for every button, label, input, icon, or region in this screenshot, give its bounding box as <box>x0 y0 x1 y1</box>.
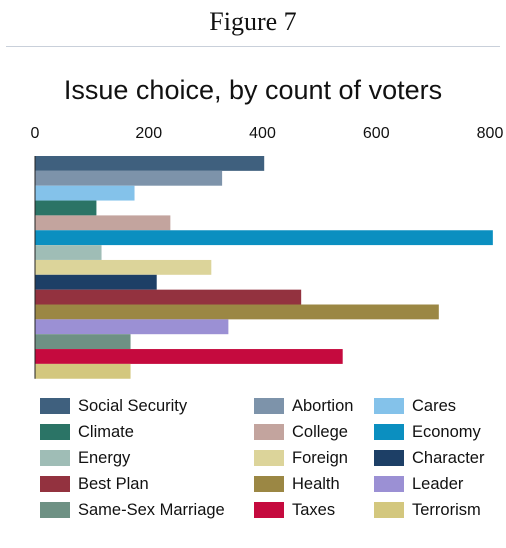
bar-health <box>35 304 439 320</box>
legend-swatch <box>40 476 70 492</box>
legend-item: Taxes <box>254 499 335 521</box>
legend-item: Character <box>374 447 484 469</box>
legend-label: Character <box>412 448 485 467</box>
legend-swatch <box>374 450 404 466</box>
legend-swatch <box>374 424 404 440</box>
legend-label: Climate <box>78 422 134 441</box>
bar-terrorism <box>35 363 131 379</box>
legend-swatch <box>40 424 70 440</box>
bar-climate <box>35 200 97 216</box>
legend-swatch <box>254 502 284 518</box>
legend-swatch <box>374 502 404 518</box>
legend-swatch <box>40 398 70 414</box>
x-tick-label: 800 <box>477 125 504 142</box>
bar-same-sex-marriage <box>35 334 131 350</box>
legend-swatch <box>254 450 284 466</box>
legend-item: Abortion <box>254 395 353 417</box>
legend-label: Foreign <box>292 448 348 467</box>
legend-swatch <box>374 476 404 492</box>
legend-swatch <box>254 424 284 440</box>
legend-label: Energy <box>78 448 131 467</box>
bar-leader <box>35 319 229 335</box>
legend-swatch <box>374 398 404 414</box>
legend-label: Taxes <box>292 500 336 519</box>
bar-social-security <box>35 156 265 171</box>
bar-foreign <box>35 259 212 275</box>
legend-item: Social Security <box>40 395 187 417</box>
legend-swatch <box>40 502 70 518</box>
legend-item: Terrorism <box>374 499 481 521</box>
legend-label: Social Security <box>78 396 188 415</box>
bar-college <box>35 215 171 231</box>
legend-label: Same-Sex Marriage <box>78 500 225 519</box>
bar-character <box>35 274 157 290</box>
bar-economy <box>35 230 493 246</box>
legend-swatch <box>40 450 70 466</box>
legend-label: College <box>292 422 348 441</box>
legend-label: Best Plan <box>78 474 149 493</box>
legend-label: Economy <box>412 422 481 441</box>
header-divider <box>6 46 500 47</box>
chart-title: Issue choice, by count of voters <box>63 75 443 105</box>
legend-item: Same-Sex Marriage <box>40 499 225 521</box>
legend-label: Health <box>292 474 340 493</box>
bar-best-plan <box>35 289 302 305</box>
bar-cares <box>35 185 135 201</box>
figure-label: Figure 7 <box>209 7 297 36</box>
legend-item: Leader <box>374 473 463 495</box>
legend-item: Economy <box>374 421 481 443</box>
legend-item: Energy <box>40 447 130 469</box>
legend-label: Abortion <box>292 396 354 415</box>
legend-item: College <box>254 421 348 443</box>
legend-item: Climate <box>40 421 134 443</box>
legend-label: Leader <box>412 474 464 493</box>
legend-swatch <box>254 476 284 492</box>
legend-label: Cares <box>412 396 457 415</box>
x-tick-label: 600 <box>363 125 390 142</box>
bar-energy <box>35 245 102 260</box>
x-tick-label: 0 <box>31 125 40 142</box>
bar-taxes <box>35 349 343 364</box>
bar-abortion <box>35 170 223 186</box>
x-tick-label: 400 <box>249 125 276 142</box>
legend-item: Cares <box>374 395 456 417</box>
legend-item: Best Plan <box>40 473 149 495</box>
legend-item: Foreign <box>254 447 348 469</box>
legend-label: Terrorism <box>412 500 481 519</box>
x-tick-label: 200 <box>135 125 162 142</box>
legend-item: Health <box>254 473 340 495</box>
legend-swatch <box>254 398 284 414</box>
